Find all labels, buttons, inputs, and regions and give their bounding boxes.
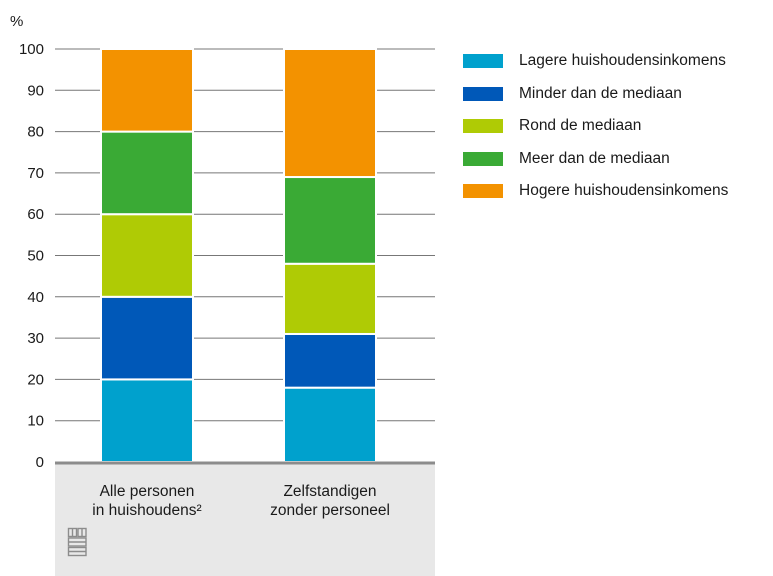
bar-segment (100, 130, 194, 216)
legend-item: Rond de mediaan (463, 110, 728, 143)
y-tick-label: 10 (27, 413, 44, 430)
legend-label: Meer dan de mediaan (519, 149, 670, 167)
y-tick-label: 60 (27, 206, 44, 223)
cbs-logo (67, 527, 87, 557)
bar-segment (100, 378, 194, 463)
x-category-label: Alle personen (100, 483, 195, 500)
y-tick-label: 20 (27, 371, 44, 388)
x-category-label: zonder personeel (270, 502, 390, 519)
category-labels: Alle personen in huishoudens² Zelfstandige… (92, 483, 390, 519)
legend-item: Hogere huishoudensinkomens (463, 175, 728, 208)
legend-swatch (463, 184, 503, 199)
y-axis: 0 10 20 30 40 50 60 70 80 90 100 (19, 41, 435, 471)
bar-segment (283, 48, 377, 179)
bar-segment (283, 386, 377, 463)
legend-label: Lagere huishoudensinkomens (519, 52, 726, 70)
bars (100, 48, 377, 463)
legend-label: Hogere huishoudensinkomens (519, 182, 729, 200)
y-tick-label: 50 (27, 248, 44, 265)
y-tick-label: 80 (27, 124, 44, 141)
y-axis-unit-label: % (10, 13, 23, 30)
y-tick-label: 90 (27, 82, 44, 99)
bar-segment (283, 176, 377, 265)
category-axis-background (55, 463, 435, 576)
legend-swatch (463, 119, 503, 134)
y-tick-label: 40 (27, 289, 44, 306)
legend-label: Rond de mediaan (519, 117, 642, 135)
y-tick-label: 0 (36, 454, 44, 471)
legend-item: Meer dan de mediaan (463, 143, 728, 176)
y-tick-label: 70 (27, 165, 44, 182)
y-tick-label: 100 (19, 41, 44, 58)
legend-swatch (463, 54, 503, 69)
y-tick-label: 30 (27, 330, 44, 347)
legend-swatch (463, 86, 503, 101)
bar-segment (283, 332, 377, 389)
legend: Lagere huishoudensinkomens Minder dan de… (463, 45, 728, 208)
bar-segment (100, 48, 194, 133)
bar-segment (100, 295, 194, 381)
x-category-label: in huishoudens² (92, 502, 201, 519)
bar-segment (100, 213, 194, 298)
legend-item: Lagere huishoudensinkomens (463, 45, 728, 78)
legend-label: Minder dan de mediaan (519, 84, 682, 102)
x-category-label: Zelfstandigen (283, 483, 376, 500)
legend-item: Minder dan de mediaan (463, 78, 728, 111)
bar-segment (283, 262, 377, 335)
legend-swatch (463, 151, 503, 166)
